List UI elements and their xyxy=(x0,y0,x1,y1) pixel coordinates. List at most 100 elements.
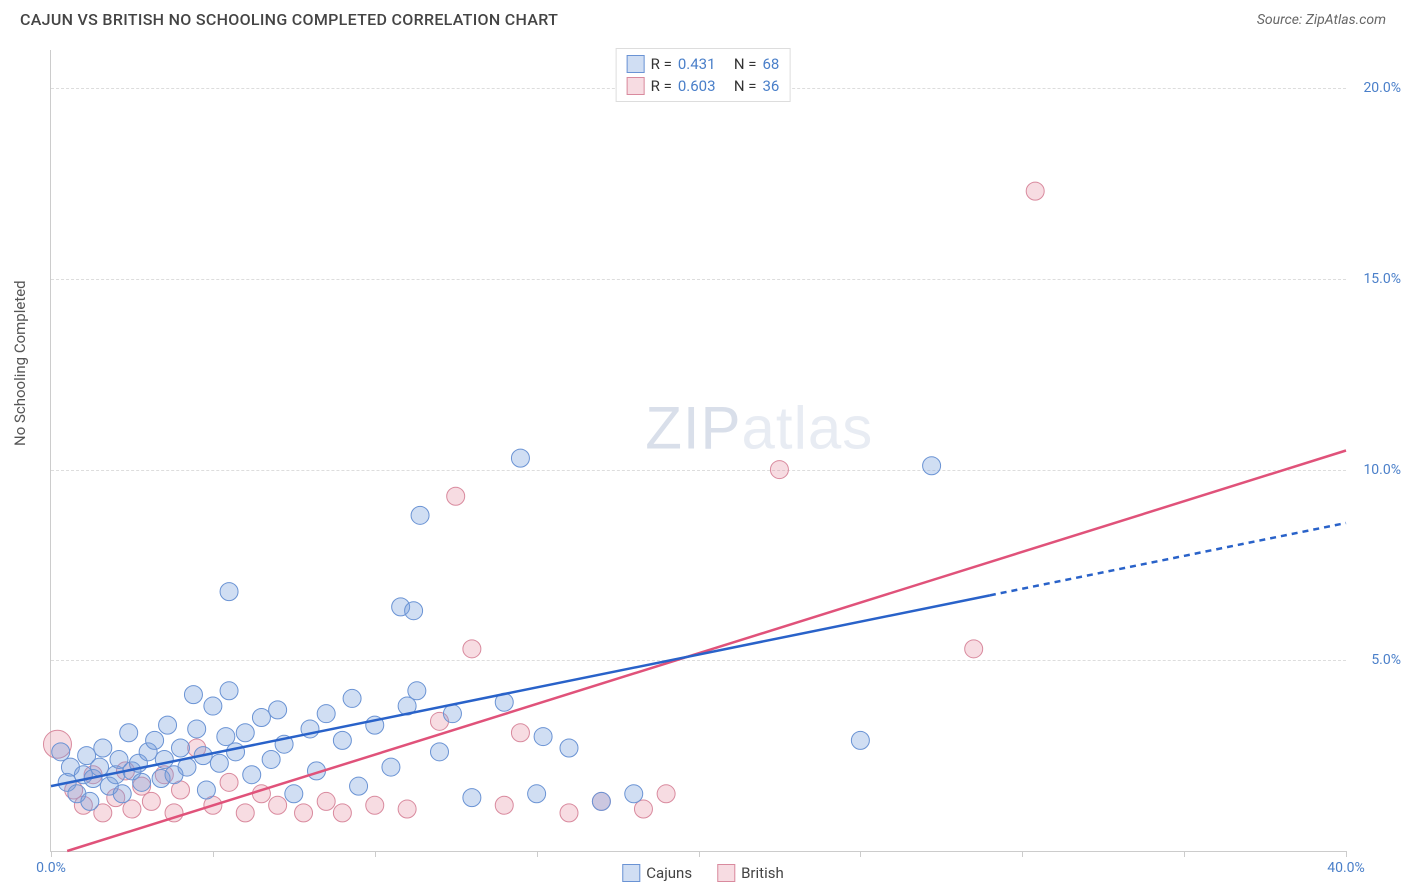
data-point xyxy=(528,785,546,803)
legend-row: R = 0.603 N = 36 xyxy=(627,75,780,97)
data-point xyxy=(317,705,335,723)
data-point xyxy=(184,686,202,704)
x-tick xyxy=(860,851,861,857)
data-point xyxy=(188,720,206,738)
data-point xyxy=(851,731,869,749)
legend-swatch xyxy=(717,864,735,882)
y-tick-label: 15.0% xyxy=(1363,271,1401,287)
data-point xyxy=(511,724,529,742)
data-point xyxy=(447,487,465,505)
data-point xyxy=(923,457,941,475)
x-tick xyxy=(1184,851,1185,857)
data-point xyxy=(534,728,552,746)
data-point xyxy=(155,750,173,768)
data-point xyxy=(123,800,141,818)
data-point xyxy=(431,743,449,761)
data-point xyxy=(495,796,513,814)
series-legend-item: Cajuns xyxy=(622,864,692,882)
legend-r-label: R = xyxy=(651,55,672,73)
data-point xyxy=(204,697,222,715)
series-legend-label: British xyxy=(741,864,784,882)
data-point xyxy=(285,785,303,803)
chart-plot-area: 5.0%10.0%15.0%20.0%0.0%40.0% xyxy=(50,50,1346,852)
data-point xyxy=(142,792,160,810)
data-point xyxy=(625,785,643,803)
data-point xyxy=(443,705,461,723)
data-point xyxy=(592,792,610,810)
data-point xyxy=(333,731,351,749)
data-point xyxy=(172,739,190,757)
data-point xyxy=(657,785,675,803)
series-legend-item: British xyxy=(717,864,784,882)
data-point xyxy=(236,724,254,742)
data-point xyxy=(965,640,983,658)
x-tick xyxy=(537,851,538,857)
x-tick xyxy=(51,851,52,857)
data-point xyxy=(220,773,238,791)
data-point xyxy=(398,800,416,818)
x-tick-label: 0.0% xyxy=(36,860,66,876)
legend-n-value: 68 xyxy=(762,55,779,73)
x-tick xyxy=(375,851,376,857)
series-legend: Cajuns British xyxy=(622,864,783,882)
data-point xyxy=(197,781,215,799)
data-point xyxy=(295,804,313,822)
x-tick xyxy=(213,851,214,857)
legend-r-value: 0.603 xyxy=(678,77,728,95)
chart-source: Source: ZipAtlas.com xyxy=(1257,12,1386,28)
y-tick-label: 5.0% xyxy=(1371,652,1401,668)
data-point xyxy=(366,796,384,814)
data-point xyxy=(94,739,112,757)
data-point xyxy=(634,800,652,818)
y-tick-label: 20.0% xyxy=(1363,80,1401,96)
legend-n-value: 36 xyxy=(762,77,779,95)
data-point xyxy=(411,506,429,524)
data-point xyxy=(269,701,287,719)
trend-line xyxy=(990,523,1346,595)
legend-r-value: 0.431 xyxy=(678,55,728,73)
data-point xyxy=(463,640,481,658)
data-point xyxy=(220,682,238,700)
data-point xyxy=(220,583,238,601)
data-point xyxy=(52,743,70,761)
data-point xyxy=(91,758,109,776)
legend-r-label: R = xyxy=(651,77,672,95)
data-point xyxy=(217,728,235,746)
chart-title: CAJUN VS BRITISH NO SCHOOLING COMPLETED … xyxy=(20,10,558,29)
legend-n-label: N = xyxy=(734,55,757,73)
data-point xyxy=(120,724,138,742)
data-point xyxy=(227,743,245,761)
y-axis-title: No Schooling Completed xyxy=(11,280,29,446)
data-point xyxy=(243,766,261,784)
legend-row: R = 0.431 N = 68 xyxy=(627,53,780,75)
data-point xyxy=(262,750,280,768)
data-point xyxy=(560,739,578,757)
correlation-legend: R = 0.431 N = 68 R = 0.603 N = 36 xyxy=(616,48,791,102)
data-point xyxy=(133,773,151,791)
data-point xyxy=(350,777,368,795)
data-point xyxy=(146,731,164,749)
x-tick-label: 40.0% xyxy=(1327,860,1365,876)
data-point xyxy=(333,804,351,822)
y-tick-label: 10.0% xyxy=(1363,462,1401,478)
trend-line xyxy=(67,451,1346,852)
legend-swatch xyxy=(622,864,640,882)
data-point xyxy=(560,804,578,822)
data-point xyxy=(252,709,270,727)
legend-n-label: N = xyxy=(734,77,757,95)
data-point xyxy=(405,602,423,620)
data-point xyxy=(236,804,254,822)
series-legend-label: Cajuns xyxy=(646,864,692,882)
data-point xyxy=(382,758,400,776)
data-point xyxy=(1026,182,1044,200)
scatter-plot-svg xyxy=(51,50,1346,851)
data-point xyxy=(159,716,177,734)
data-point xyxy=(343,689,361,707)
data-point xyxy=(511,449,529,467)
legend-swatch xyxy=(627,77,645,95)
x-tick xyxy=(699,851,700,857)
data-point xyxy=(317,792,335,810)
data-point xyxy=(81,792,99,810)
data-point xyxy=(770,461,788,479)
x-tick xyxy=(1022,851,1023,857)
